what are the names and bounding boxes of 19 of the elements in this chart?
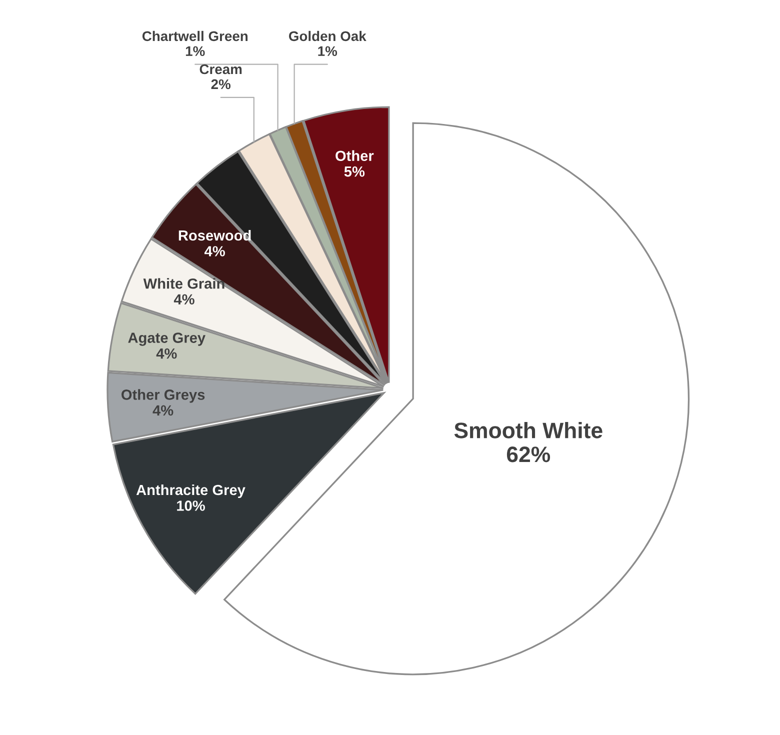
slice-label: Smooth White	[454, 422, 602, 438]
slice-label: Golden Oak	[288, 30, 366, 42]
slice-label: Chartwell Green	[142, 30, 248, 42]
data-label: 1%	[318, 46, 338, 56]
slice-label: Other Greys	[122, 389, 205, 403]
slice-label: Cream	[200, 64, 242, 74]
slice-label: Other	[336, 150, 374, 162]
data-label: 5%	[344, 166, 365, 177]
data-label: 2%	[211, 79, 230, 90]
data-label: 62%	[506, 446, 550, 462]
slice-label: Agate Grey	[128, 332, 206, 346]
data-label: 4%	[174, 294, 194, 304]
data-label: 4%	[204, 246, 225, 256]
data-label: 4%	[152, 405, 174, 416]
slice-label: Rosewood	[178, 230, 251, 241]
data-label: 4%	[156, 348, 177, 359]
data-label: 10%	[177, 500, 205, 511]
slice-label: Anthracite Grey	[136, 484, 246, 498]
data-label: 1%	[186, 46, 205, 56]
